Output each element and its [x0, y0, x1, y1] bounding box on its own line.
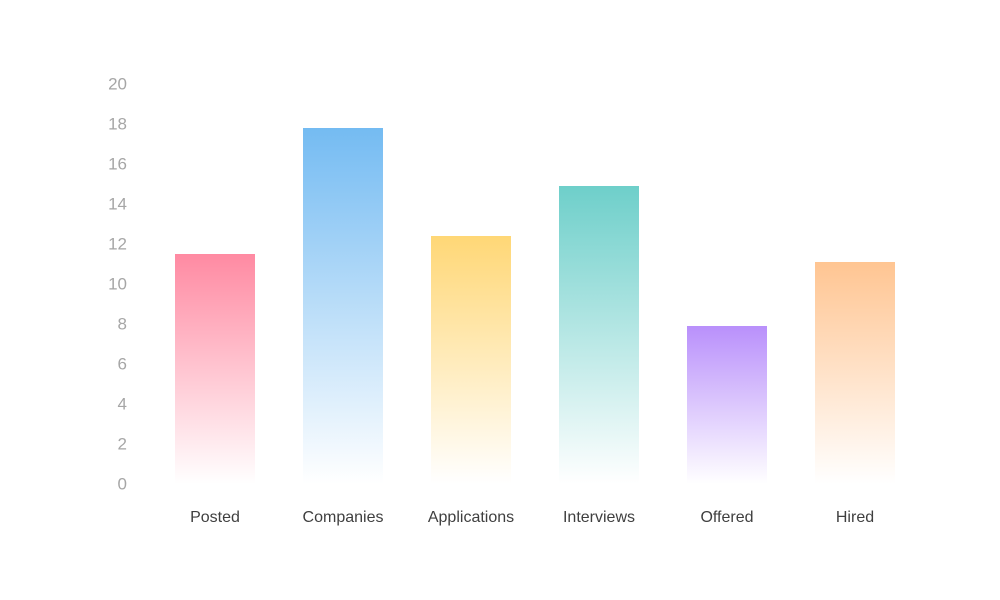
bars	[175, 128, 895, 484]
y-tick-label: 16	[108, 155, 127, 174]
bar-hired	[815, 262, 895, 484]
y-tick-label: 2	[118, 435, 127, 454]
x-axis: Posted Companies Applications Interviews Off…	[190, 509, 874, 526]
y-tick-label: 10	[108, 275, 127, 294]
x-tick-label: Hired	[836, 509, 874, 526]
y-tick-label: 0	[118, 475, 127, 494]
x-tick-label: Offered	[700, 509, 753, 526]
bar-posted	[175, 254, 255, 484]
y-tick-label: 4	[118, 395, 127, 414]
y-tick-label: 18	[108, 115, 127, 134]
y-tick-label: 20	[108, 75, 127, 94]
y-tick-label: 6	[118, 355, 127, 374]
x-tick-label: Companies	[303, 509, 384, 526]
bar-interviews	[559, 186, 639, 484]
y-tick-label: 12	[108, 235, 127, 254]
bar-applications	[431, 236, 511, 484]
bar-companies	[303, 128, 383, 484]
y-tick-label: 8	[118, 315, 127, 334]
y-axis: 0 2 4 6 8 10 12 14 16 18 20	[108, 75, 127, 494]
bar-offered	[687, 326, 767, 484]
y-tick-label: 14	[108, 195, 127, 214]
x-tick-label: Applications	[428, 509, 514, 526]
x-tick-label: Posted	[190, 509, 240, 526]
x-tick-label: Interviews	[563, 509, 635, 526]
